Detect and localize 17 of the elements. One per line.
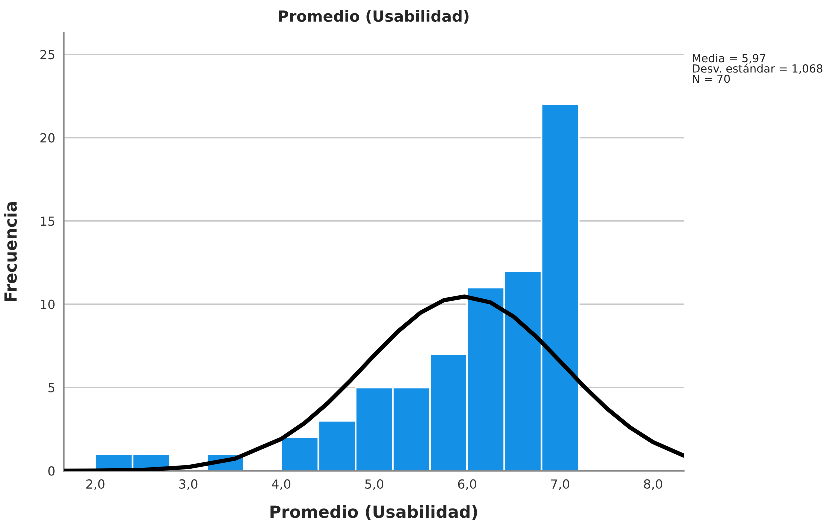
x-tick-label: 3,0: [180, 480, 198, 490]
x-tick-label: 5,0: [365, 480, 384, 490]
y-tick-label: 20: [40, 133, 55, 143]
y-tick-label: 5: [48, 383, 55, 393]
chart-title: Promedio (Usabilidad): [279, 10, 469, 24]
y-tick-label: 25: [40, 50, 55, 60]
x-tick-label: 7,0: [551, 480, 570, 490]
x-tick-label: 2,0: [86, 480, 105, 490]
y-axis-title: Frecuencia: [4, 202, 18, 302]
x-tick-label: 4,0: [272, 480, 291, 490]
y-tick-label: 0: [48, 466, 55, 476]
text: Media = 5,97 Desv. estándar = 1,068 N = 70: [693, 54, 823, 84]
y-tick-label: 15: [41, 216, 55, 226]
y-tick-label: 10: [41, 300, 55, 310]
x-tick-label: 8,0: [644, 480, 662, 490]
x-axis-title: Promedio (Usabilidad): [270, 505, 478, 520]
x-tick-label: 6,0: [458, 480, 477, 490]
